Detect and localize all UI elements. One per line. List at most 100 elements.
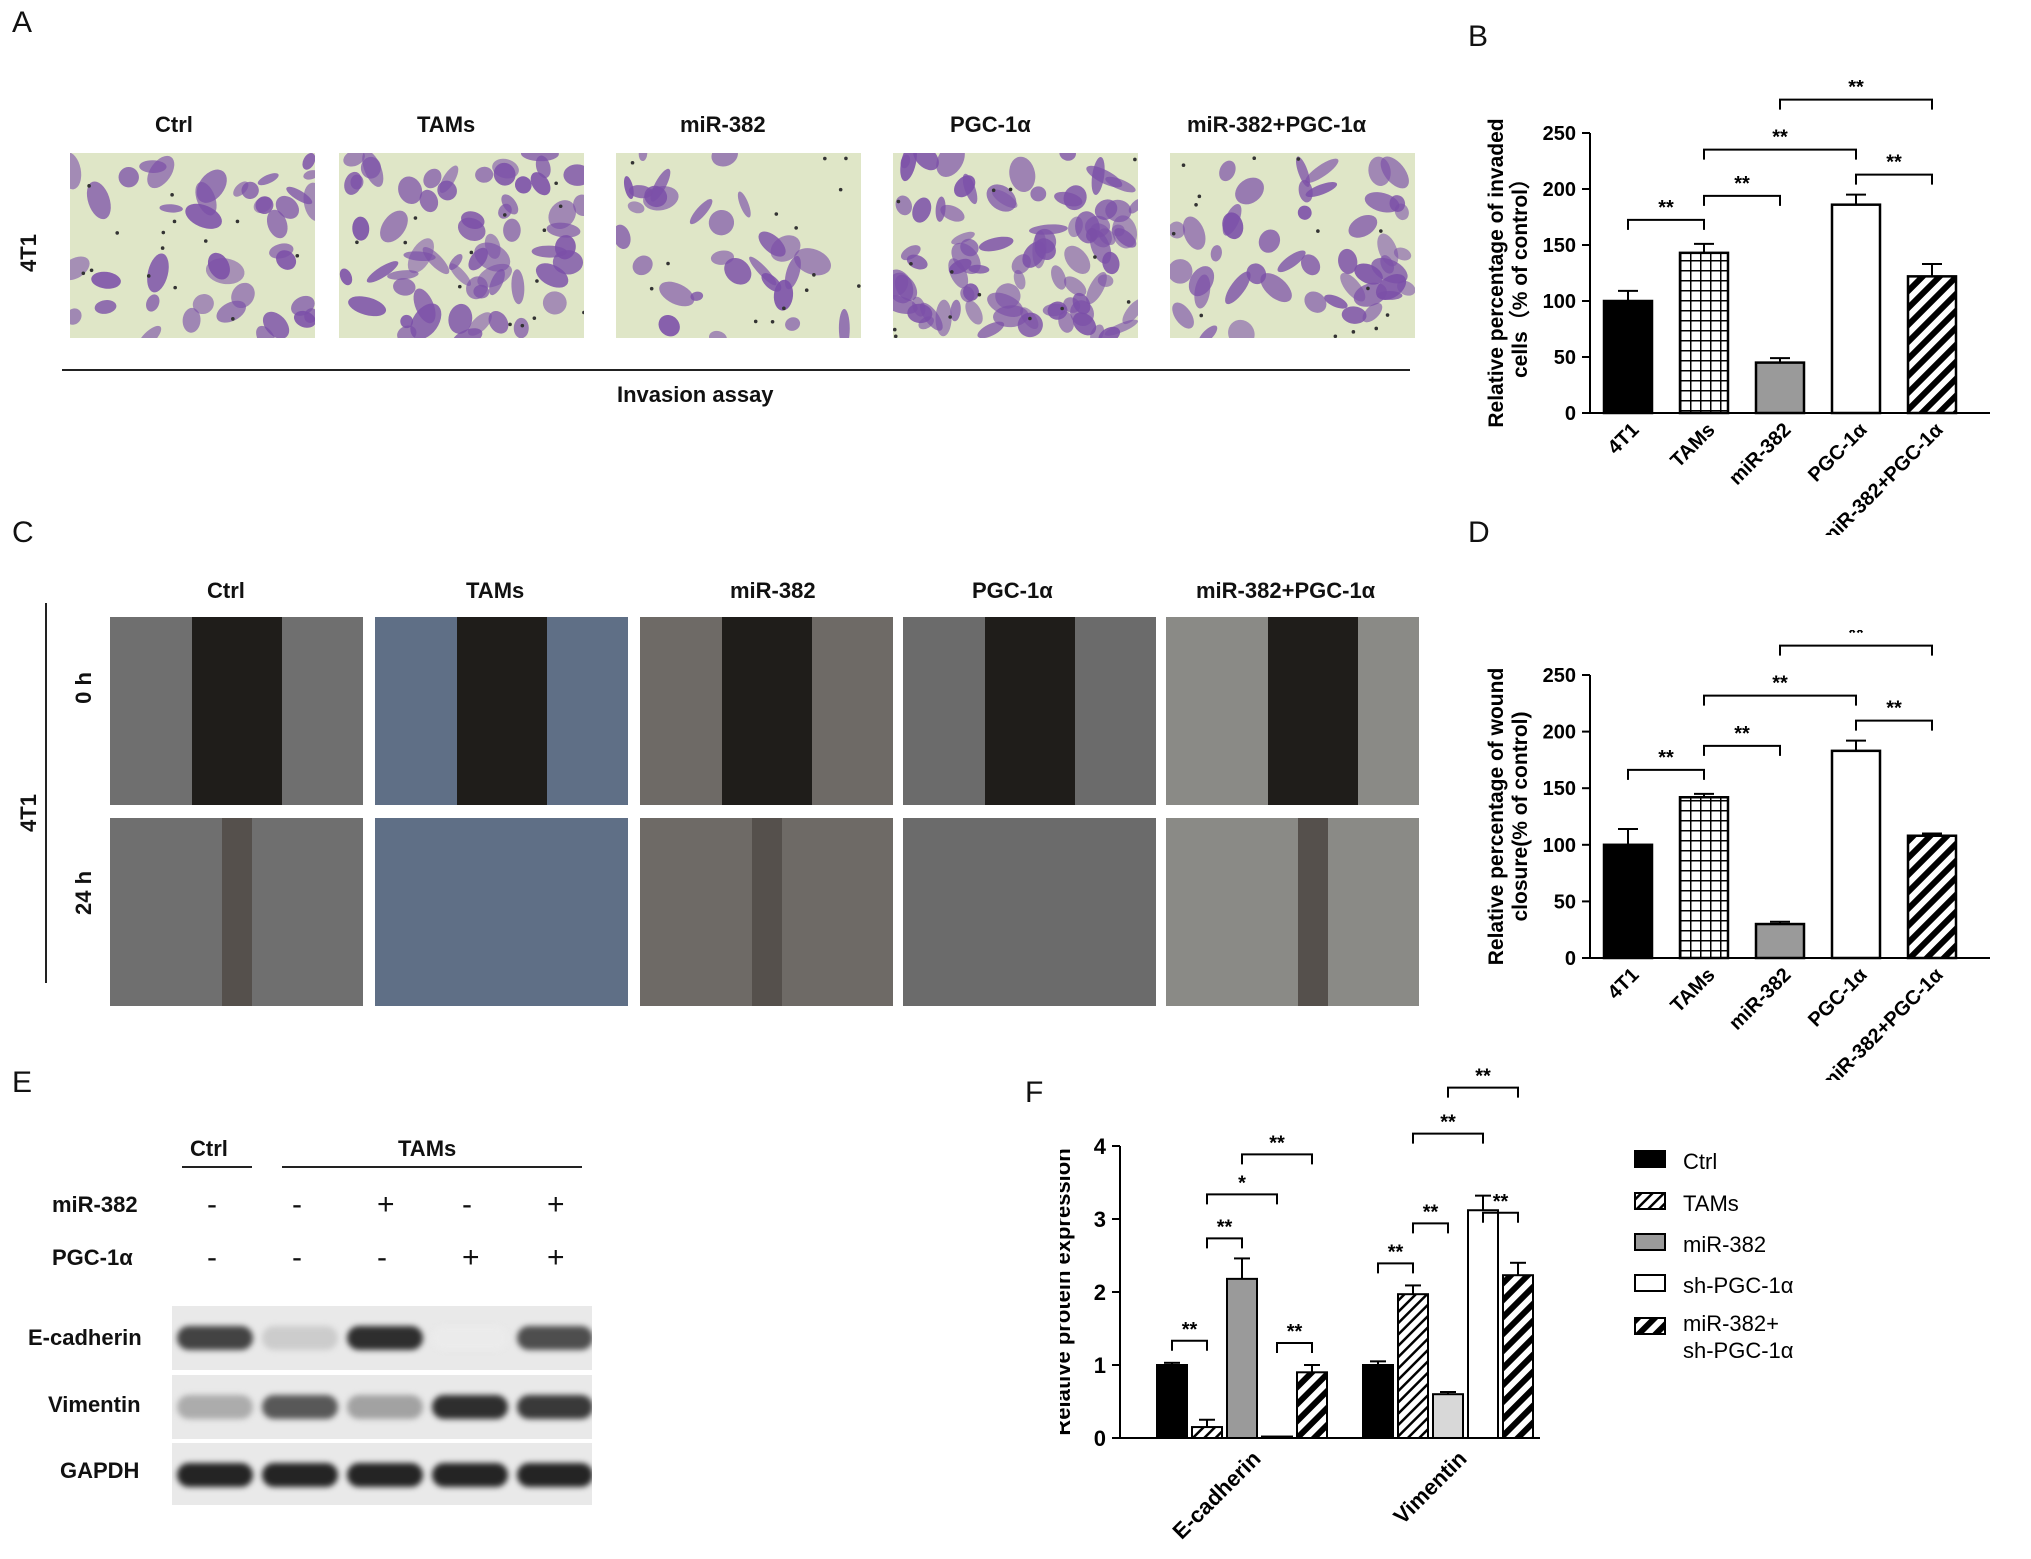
- treatment-sign: +: [377, 1188, 395, 1221]
- stained-cell: [616, 224, 631, 249]
- bar: [1906, 275, 1958, 415]
- stained-cell: [1304, 291, 1327, 313]
- stained-cell: [488, 311, 509, 334]
- stained-cell: [912, 197, 932, 223]
- pore-dot: [950, 270, 954, 274]
- legend-label: sh-PGC-1α: [1683, 1338, 1794, 1363]
- stained-cell: [139, 160, 167, 173]
- pore-dot: [520, 323, 525, 328]
- stained-cell: [737, 191, 751, 218]
- treatment-sign: -: [462, 1188, 472, 1221]
- panel-letter-d: D: [1468, 516, 1490, 549]
- stained-cell: [963, 283, 980, 301]
- stained-cell: [457, 217, 486, 241]
- x-tick-label: miR-382+PGC-1α: [1817, 418, 1948, 535]
- stained-cell: [530, 172, 551, 196]
- stained-cell: [511, 269, 525, 305]
- stained-cell: [501, 194, 519, 215]
- protein-band: [432, 1395, 508, 1419]
- bar: [1830, 749, 1882, 960]
- stained-cell: [1194, 274, 1211, 309]
- y-tick-label: 100: [1543, 291, 1576, 313]
- stained-cell: [1353, 282, 1387, 307]
- pore-dot: [172, 219, 177, 224]
- pore-dot: [231, 317, 235, 321]
- stained-cell: [965, 300, 983, 325]
- invasion-image-mir382: [616, 153, 861, 338]
- panel-a-group-ctrl: Ctrl: [155, 112, 193, 137]
- stained-cell: [978, 236, 1014, 252]
- y-tick-label: 2: [1094, 1280, 1106, 1305]
- cell-stain-pgc1a: [893, 153, 1138, 338]
- stained-cell: [627, 201, 645, 214]
- stained-cell: [86, 181, 111, 220]
- pore-dot: [81, 271, 86, 276]
- stained-cell: [1295, 156, 1310, 187]
- panel-e-ctrl-underline: [182, 1166, 252, 1168]
- stained-cell: [257, 173, 279, 186]
- y-axis-title: Relative protein expression: [1060, 1148, 1075, 1435]
- stained-cell: [1198, 325, 1218, 338]
- treatment-sign: -: [292, 1241, 302, 1274]
- stained-cell: [1305, 182, 1338, 198]
- stained-cell: [1235, 177, 1264, 205]
- panel-a-divider: [62, 369, 1410, 371]
- wound-image-0h-3: [903, 617, 1156, 805]
- treatment-sign: +: [462, 1241, 480, 1274]
- stained-cell: [1324, 294, 1348, 309]
- stained-cell: [360, 156, 381, 179]
- stained-cell: [498, 203, 512, 219]
- stained-cell: [195, 181, 217, 216]
- protein-band: [517, 1326, 592, 1350]
- pore-dot: [1171, 231, 1176, 236]
- wound-image-0h-0: [110, 617, 363, 805]
- stained-cell: [724, 257, 752, 285]
- wound-image-24h-4: [1166, 818, 1419, 1006]
- stained-cell: [387, 270, 419, 280]
- wound-image-0h-2: [640, 617, 893, 805]
- pore-dot: [146, 274, 151, 278]
- significance-bracket: [1482, 1211, 1519, 1223]
- stained-cell: [449, 263, 472, 287]
- y-tick-label: 3: [1094, 1207, 1106, 1232]
- significance-bracket: [1703, 148, 1857, 160]
- pore-dot: [502, 213, 507, 217]
- y-tick-label: 250: [1543, 123, 1576, 145]
- significance-bracket: [1206, 1193, 1278, 1205]
- stained-cell: [709, 330, 727, 338]
- stained-cell: [423, 168, 442, 189]
- stained-cell: [1393, 247, 1412, 261]
- bar: [1432, 1393, 1464, 1440]
- stained-cell: [1064, 245, 1091, 274]
- stained-cell: [1111, 224, 1125, 237]
- significance-label: *: [1238, 1172, 1246, 1194]
- stained-cell: [1380, 156, 1409, 189]
- significance-label: **: [1772, 127, 1788, 149]
- stained-cell: [1210, 245, 1222, 262]
- panel-a-group-mir382: miR-382: [680, 112, 766, 137]
- stained-cell: [710, 250, 735, 265]
- legend-label: sh-PGC-1α: [1683, 1273, 1794, 1298]
- pore-dot: [893, 327, 897, 332]
- chart-f: 0 1 2 3 4 Relative protein expression E-cadher…: [1060, 1066, 1794, 1544]
- protein-band: [432, 1326, 508, 1350]
- significance-label: **: [1772, 673, 1788, 695]
- panel-e-header-tams: TAMs: [398, 1136, 457, 1161]
- panel-a-group-mir382-pgc1a: miR-382+PGC-1α: [1187, 112, 1367, 137]
- cell-stain-tams: [339, 153, 584, 338]
- bar: [1906, 834, 1958, 960]
- wound-gap: [191, 617, 282, 805]
- pore-dot: [812, 273, 816, 277]
- bar: [1467, 1209, 1499, 1439]
- stained-cell: [1034, 238, 1056, 261]
- significance-label: **: [1886, 698, 1902, 720]
- panel-c-row-24h: 24 h: [71, 870, 97, 916]
- stained-cell: [906, 254, 928, 270]
- stained-cell: [475, 166, 494, 183]
- stained-cell: [410, 303, 442, 338]
- pore-dot: [753, 319, 758, 324]
- stained-cell: [893, 269, 914, 304]
- stained-cell: [940, 204, 965, 222]
- pore-dot: [1126, 300, 1131, 304]
- significance-label: **: [1658, 747, 1674, 769]
